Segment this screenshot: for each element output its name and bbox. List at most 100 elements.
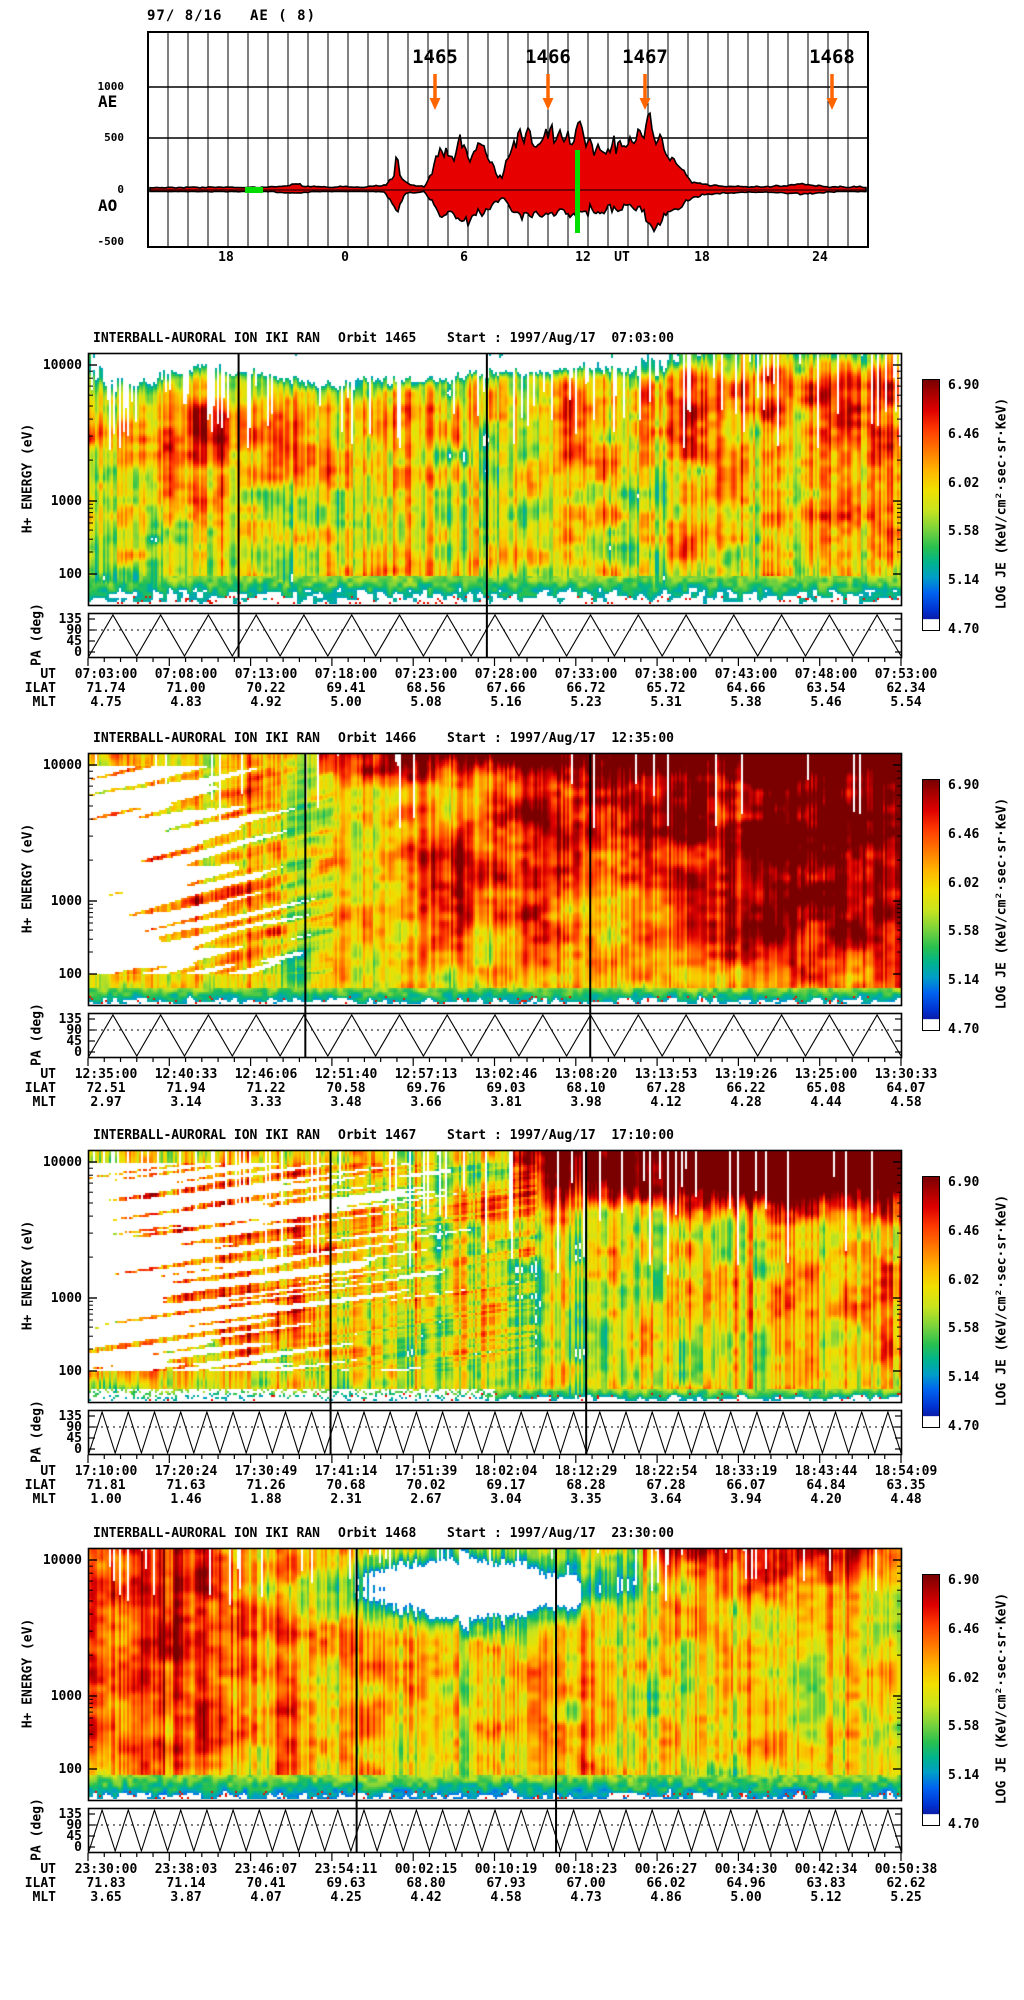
tick-value-ut: 17:30:49 (234, 1464, 298, 1479)
tick-value-mlt: 3.33 (250, 1095, 282, 1110)
tick-value-ilat: 63.54 (806, 681, 846, 696)
tick-value-mlt: 3.81 (490, 1095, 522, 1110)
pa-axis-label: PA (deg) (29, 1798, 45, 1861)
colorbar-axis-label: LOG JE (KeV/cm²·sec·sr·KeV) (994, 1194, 1010, 1407)
ion-energy-spectrogram (89, 1549, 901, 1799)
colorbar-tick-514: 5.14 (948, 1768, 980, 1783)
pa-tick-0: 0 (74, 1840, 82, 1855)
colorbar-tick-514: 5.14 (948, 973, 980, 988)
tick-value-mlt: 4.58 (890, 1095, 922, 1110)
ae-date: 97/ 8/16 (147, 8, 223, 24)
ion-energy-spectrogram (89, 754, 901, 1004)
ao-axis-name: AO (98, 196, 118, 215)
tick-value-ilat: 67.28 (646, 1478, 686, 1493)
mlt-row-label: MLT (32, 1492, 56, 1507)
energy-axis-label: H+ ENERGY (eV) (20, 1220, 36, 1331)
pa-tick-45: 45 (66, 1034, 82, 1049)
pa-tick-90: 90 (66, 1818, 82, 1833)
tick-value-ut: 18:33:19 (714, 1464, 778, 1479)
tick-value-ilat: 72.51 (86, 1081, 126, 1096)
tick-value-mlt: 3.14 (170, 1095, 202, 1110)
ae-plot (147, 31, 869, 248)
colorbar-tick-558: 5.58 (948, 524, 980, 539)
orbit-number: Orbit 1467 (338, 1128, 417, 1143)
tick-value-ut: 13:13:53 (634, 1067, 698, 1082)
colorbar (922, 779, 940, 1031)
panel-axes-overlay (87, 352, 903, 666)
tick-value-ut: 07:38:00 (634, 667, 698, 682)
ae-ytick-500: 500 (104, 131, 124, 144)
colorbar-tick-602: 6.02 (948, 1671, 980, 1686)
tick-value-ut: 23:54:11 (314, 1862, 378, 1877)
tick-value-ut: 07:23:00 (394, 667, 458, 682)
colorbar (922, 1176, 940, 1428)
instrument-name: INTERBALL-AURORAL ION IKI RAN (93, 1128, 320, 1143)
tick-value-ilat: 70.41 (246, 1876, 286, 1891)
tick-value-ilat: 64.96 (726, 1876, 766, 1891)
tick-value-ut: 12:40:33 (154, 1067, 218, 1082)
tick-value-ut: 17:20:24 (154, 1464, 218, 1479)
tick-value-ut: 13:19:26 (714, 1067, 778, 1082)
tick-value-ilat: 71.22 (246, 1081, 286, 1096)
tick-value-mlt: 3.64 (650, 1492, 682, 1507)
orbit-number: Orbit 1468 (338, 1526, 417, 1541)
tick-value-ilat: 70.22 (246, 681, 286, 696)
pa-tick-0: 0 (74, 645, 82, 660)
tick-value-ut: 17:51:39 (394, 1464, 458, 1479)
panel-axes-overlay (87, 752, 903, 1066)
energy-tick-1000: 1000 (50, 1689, 82, 1704)
mlt-row: MLT 1.00 1.46 1.88 2.31 2.67 3.04 3.35 3.64 3.94… (0, 1492, 1024, 1507)
ion-energy-spectrogram (89, 354, 901, 604)
tick-value-ilat: 71.81 (86, 1478, 126, 1493)
tick-value-ilat: 65.72 (646, 681, 686, 696)
pa-tick-45: 45 (66, 1431, 82, 1446)
colorbar-tick-514: 5.14 (948, 573, 980, 588)
colorbar-axis-label: LOG JE (KeV/cm²·sec·sr·KeV) (994, 797, 1010, 1010)
tick-value-ilat: 64.66 (726, 681, 766, 696)
tick-value-ilat: 71.74 (86, 681, 126, 696)
tick-value-ilat: 68.10 (566, 1081, 606, 1096)
tick-value-mlt: 4.58 (490, 1890, 522, 1905)
energy-tick-1000: 1000 (50, 494, 82, 509)
pa-tick-90: 90 (66, 1420, 82, 1435)
colorbar-tick-690: 6.90 (948, 1573, 980, 1588)
energy-axis-label: H+ ENERGY (eV) (20, 423, 36, 534)
tick-value-ilat: 63.83 (806, 1876, 846, 1891)
tick-value-ilat: 67.28 (646, 1081, 686, 1096)
tick-value-ilat: 70.02 (406, 1478, 446, 1493)
colorbar-axis-label: LOG JE (KeV/cm²·sec·sr·KeV) (994, 397, 1010, 610)
mlt-row-label: MLT (32, 1890, 56, 1905)
colorbar-tick-602: 6.02 (948, 476, 980, 491)
tick-value-ilat: 70.58 (326, 1081, 366, 1096)
orbit-label-1466: 1466 (525, 46, 571, 68)
pa-tick-45: 45 (66, 1829, 82, 1844)
colorbar-tick-514: 5.14 (948, 1370, 980, 1385)
mlt-row-label: MLT (32, 1095, 56, 1110)
panel-axes-overlay (87, 1547, 903, 1861)
tick-value-ilat: 68.80 (406, 1876, 446, 1891)
colorbar-tick-470: 4.70 (948, 1817, 980, 1832)
colorbar-tick-602: 6.02 (948, 876, 980, 891)
ilat-row-label: ILAT (24, 681, 56, 696)
energy-tick-10000: 10000 (42, 1155, 82, 1170)
colorbar-tick-646: 6.46 (948, 827, 980, 842)
ilat-row: ILAT 71.83 71.14 70.41 69.63 68.80 67.93 67.00… (0, 1876, 1024, 1891)
orbit-label-1468: 1468 (809, 46, 855, 68)
pa-tick-135: 135 (58, 1409, 82, 1424)
tick-value-mlt: 3.48 (330, 1095, 362, 1110)
tick-value-ilat: 71.26 (246, 1478, 286, 1493)
colorbar (922, 379, 940, 631)
panel-title: INTERBALL-AURORAL ION IKI RAN Orbit 1468… (0, 1526, 1024, 1542)
colorbar-tick-558: 5.58 (948, 924, 980, 939)
tick-value-mlt: 5.08 (410, 695, 442, 710)
tick-value-ilat: 62.34 (886, 681, 926, 696)
tick-value-ilat: 67.00 (566, 1876, 606, 1891)
ut-row-label: UT (40, 1067, 56, 1082)
tick-value-mlt: 1.88 (250, 1492, 282, 1507)
tick-value-ilat: 64.07 (886, 1081, 926, 1096)
ae-xtick-12: 12 (575, 250, 591, 265)
tick-value-mlt: 3.35 (570, 1492, 602, 1507)
pa-tick-90: 90 (66, 623, 82, 638)
tick-value-ut: 23:46:07 (234, 1862, 298, 1877)
tick-value-mlt: 4.25 (330, 1890, 362, 1905)
